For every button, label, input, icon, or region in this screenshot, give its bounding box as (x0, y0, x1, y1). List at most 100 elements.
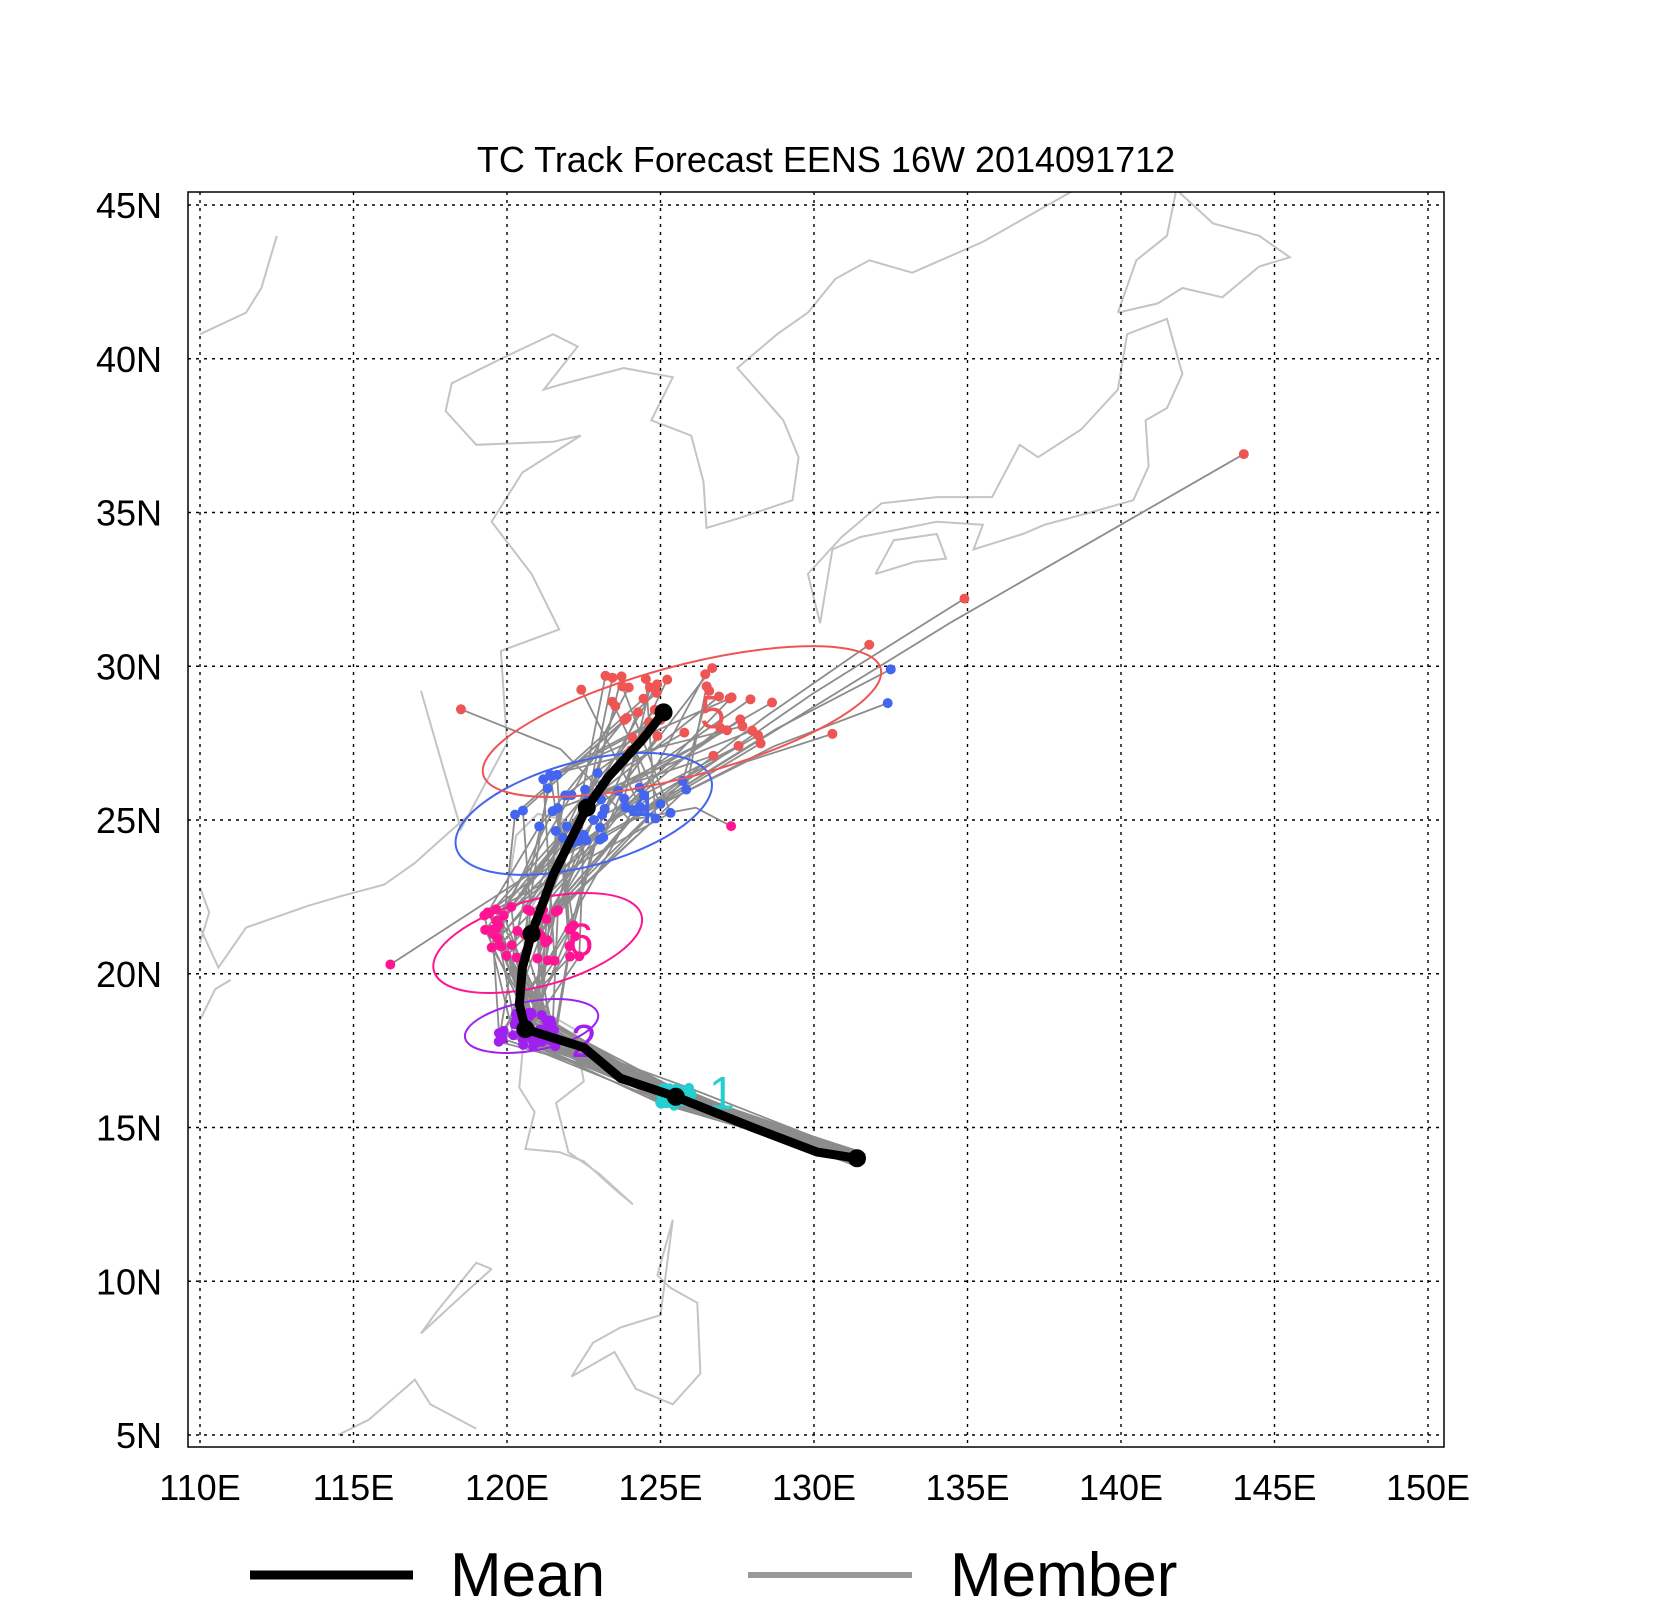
member-position-dot (564, 941, 575, 952)
y-tick-label: 35N (96, 493, 162, 534)
member-position-dot (538, 774, 549, 785)
member-position-dot (627, 732, 638, 743)
uncertainty-ellipse (463, 998, 600, 1054)
y-axis-tick-labels: 5N 10N 15N 20N 25N 30N 35N 40N 45N (96, 185, 162, 1456)
x-tick-label: 145E (1232, 1467, 1316, 1508)
y-tick-label: 20N (96, 954, 162, 995)
plot-frame (187, 191, 1445, 1448)
y-tick-label: 15N (96, 1108, 162, 1149)
uncertainty-ellipse (454, 751, 713, 876)
member-position-dot (565, 922, 576, 933)
coastline-segment (874, 532, 948, 575)
coastline-segment (199, 979, 232, 1021)
legend-member-label: Member (950, 1541, 1177, 1600)
member-position-dot (541, 914, 552, 925)
member-position-dot (662, 674, 673, 685)
member-position-dot (733, 740, 744, 751)
member-endpoint-dot (455, 704, 466, 715)
member-position-dot (700, 669, 711, 680)
coastline-segment (199, 813, 471, 970)
y-tick-label: 5N (116, 1415, 162, 1456)
member-position-dot (580, 784, 591, 795)
member-position-dot (510, 809, 521, 820)
member-position-dot (540, 937, 551, 948)
member-position-dot (652, 731, 663, 742)
uncertainty-ellipses (432, 645, 883, 1054)
y-tick-label: 10N (96, 1261, 162, 1302)
member-position-dot (566, 790, 577, 801)
member-position-dot (565, 951, 576, 962)
member-position-dot (767, 697, 778, 708)
mean-track (514, 703, 866, 1168)
mean-track-line (514, 707, 862, 1163)
member-position-dot (681, 784, 692, 795)
coastlines (199, 174, 1293, 1436)
coastline-segment (1116, 192, 1293, 314)
member-position-dot (536, 1010, 547, 1021)
member-position-dot (594, 834, 605, 845)
member-position-dot (665, 807, 676, 818)
member-position-dot (644, 682, 655, 693)
member-position-dot (708, 750, 719, 761)
member-position-dot (492, 916, 503, 927)
member-position-dot (526, 1007, 537, 1018)
forecast-day-label: 6 (568, 913, 594, 965)
member-position-dot (512, 925, 523, 936)
member-position-dot (550, 825, 561, 836)
member-position-dot (574, 951, 585, 962)
x-axis-tick-labels: 110E 115E 120E 125E 130E 135E 140E 145E 150E (159, 1467, 1470, 1508)
member-position-dot (508, 1030, 519, 1041)
x-tick-label: 150E (1386, 1467, 1470, 1508)
member-position-dot (655, 799, 666, 810)
member-position-dot (607, 696, 618, 707)
member-position-dot (737, 721, 748, 732)
member-position-dot (595, 822, 606, 833)
coastline-segment (420, 1261, 493, 1335)
forecast-day-label: 4 (629, 781, 655, 833)
member-endpoint-dot (726, 821, 737, 832)
member-position-dot (650, 813, 661, 824)
member-position-dot (546, 771, 557, 782)
member-position-dot (542, 783, 553, 794)
member-position-dot (517, 805, 528, 816)
member-track-outlier (460, 708, 632, 935)
x-tick-label: 120E (465, 1467, 549, 1508)
member-endpoint-dot (864, 639, 875, 650)
member-position-dot (755, 738, 766, 749)
member-position-dot (633, 707, 644, 718)
mean-track-marker (516, 1020, 535, 1039)
coastline-segment (199, 887, 211, 944)
member-position-dot (714, 691, 725, 702)
legend-mean-label: Mean (450, 1541, 605, 1600)
member-track (514, 715, 864, 1159)
member-position-dot (745, 694, 756, 705)
member-position-dot (651, 687, 662, 698)
member-position-dot (570, 931, 581, 942)
x-tick-label: 135E (925, 1467, 1009, 1508)
member-position-dots (385, 449, 1249, 1111)
member-position-dot (534, 821, 545, 832)
x-tick-label: 130E (772, 1467, 856, 1508)
member-track-outlier (530, 453, 1245, 935)
coastline-segment (1198, 174, 1213, 189)
coastline-segment (806, 317, 1184, 624)
member-position-dot (752, 730, 763, 741)
member-position-dot (707, 663, 718, 674)
member-position-dot (561, 821, 572, 832)
member-position-dot (597, 810, 608, 821)
coastline-segment (337, 1378, 477, 1436)
forecast-day-label: 5 (700, 686, 726, 738)
grid-lines (188, 192, 1444, 1447)
member-track-outlier (530, 597, 965, 935)
member-position-dot (576, 684, 587, 695)
member-endpoint-dot (882, 698, 893, 709)
member-position-dot (726, 692, 737, 703)
mean-track-marker (654, 703, 673, 722)
mean-track-marker (847, 1149, 866, 1168)
x-tick-label: 110E (159, 1467, 240, 1508)
member-position-dot (518, 1039, 529, 1050)
member-position-dot (627, 805, 638, 816)
member-position-dot (480, 924, 491, 935)
